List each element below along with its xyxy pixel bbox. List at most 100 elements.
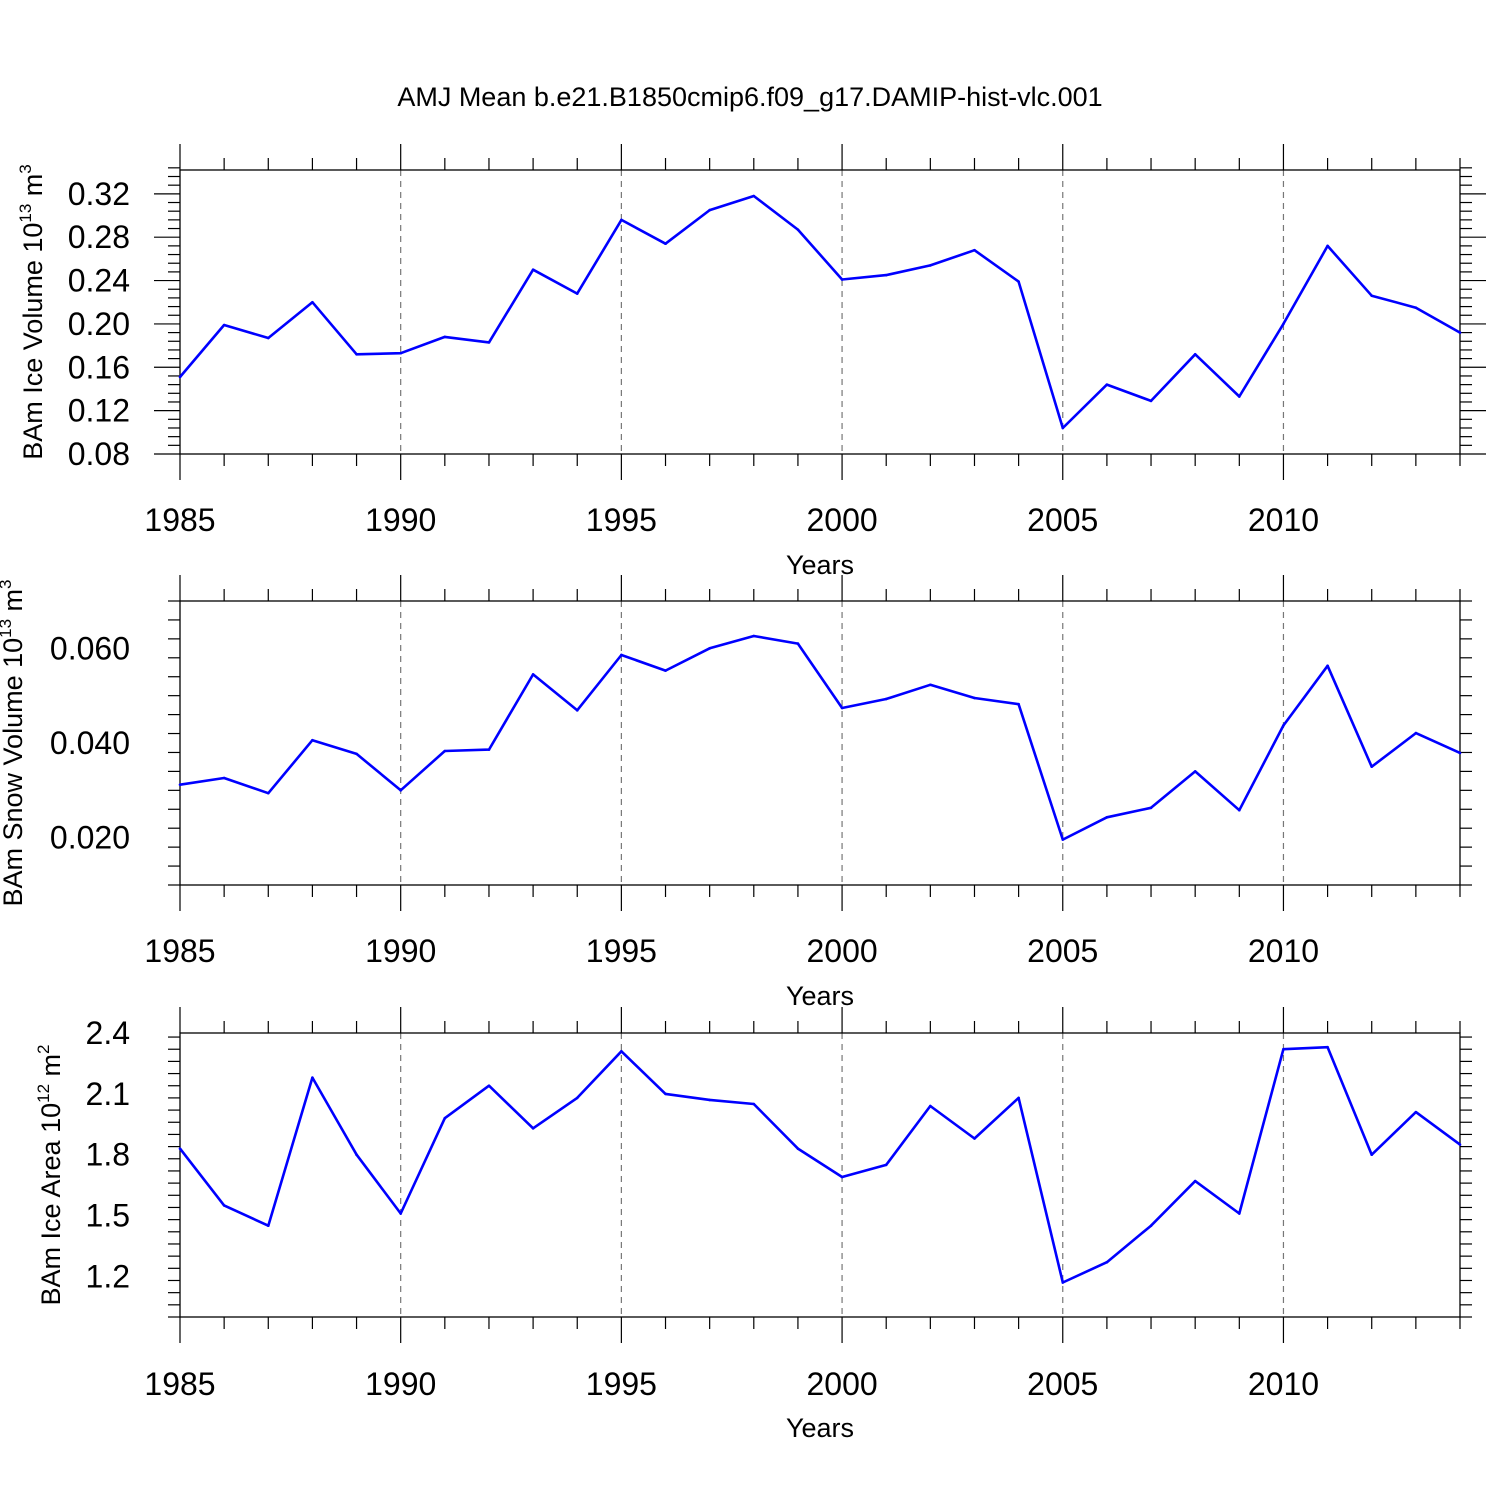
- data-point-1999: [796, 642, 800, 645]
- chart-panel-2: 0.020 0.040 0.060 1985 1990 1995 2000 2005 2010 Y…: [0, 575, 1472, 1011]
- data-point-2003: [973, 1137, 976, 1140]
- data-point-1989: [355, 1153, 358, 1157]
- x-axis-title: Years: [786, 1413, 854, 1443]
- chart-title: AMJ Mean b.e21.B1850cmip6.f09_g17.DAMIP-…: [397, 82, 1102, 112]
- data-point-1992: [487, 341, 491, 344]
- data-point-1991: [443, 1116, 447, 1120]
- data-point-2014: [1458, 331, 1462, 334]
- data-point-2006: [1105, 383, 1109, 386]
- data-point-1993: [531, 673, 535, 676]
- data-point-1986: [222, 776, 226, 780]
- data-point-2013: [1414, 306, 1418, 309]
- data-point-1990: [399, 789, 402, 792]
- data-point-1995: [620, 653, 623, 657]
- y-tick-label: 0.28: [68, 219, 130, 255]
- data-point-1994: [575, 709, 579, 712]
- data-point-1992: [487, 1084, 491, 1088]
- data-point-2006: [1105, 1260, 1109, 1264]
- data-point-2001: [884, 273, 888, 277]
- data-point-1998: [752, 634, 756, 638]
- data-point-1989: [355, 752, 358, 756]
- plot-frame: [179, 600, 1461, 886]
- y-tick-label: 2.4: [86, 1015, 130, 1051]
- data-point-1988: [311, 738, 314, 742]
- data-point-2010: [1282, 322, 1285, 326]
- data-point-2012: [1370, 1153, 1374, 1157]
- data-point-1996: [664, 1092, 667, 1096]
- plot-frame: [179, 169, 1461, 455]
- data-point-2002: [929, 264, 932, 267]
- data-point-2013: [1414, 731, 1418, 735]
- data-point-2011: [1326, 1045, 1329, 1049]
- y-tick-label: 0.020: [50, 820, 130, 856]
- data-point-1986: [222, 1204, 226, 1207]
- data-point-2014: [1458, 751, 1462, 755]
- data-point-2009: [1238, 1212, 1241, 1215]
- chart-panel-1: 0.08 0.12 0.16 0.20 0.24 0.28 0.32 1985 1990 1995…: [16, 144, 1486, 580]
- x-tick-label: 2000: [806, 1366, 877, 1402]
- data-point-2007: [1149, 399, 1153, 403]
- data-point-2001: [884, 697, 888, 701]
- data-point-1992: [487, 748, 491, 751]
- y-tick-label: 0.32: [68, 176, 130, 212]
- data-point-2010: [1282, 724, 1285, 727]
- data-point-1985: [178, 375, 182, 379]
- data-point-1997: [708, 1098, 711, 1102]
- x-tick-label: 2010: [1248, 1366, 1319, 1402]
- data-point-2002: [929, 683, 932, 687]
- data-point-2006: [1105, 816, 1109, 819]
- data-point-1996: [664, 669, 667, 672]
- y-tick-label: 1.5: [86, 1198, 130, 1234]
- data-point-2005: [1061, 838, 1065, 841]
- y-tick-label: 0.24: [68, 263, 130, 299]
- y-tick-label: 1.8: [86, 1137, 130, 1173]
- data-point-1989: [355, 352, 358, 356]
- data-point-1998: [752, 1102, 756, 1106]
- data-point-1997: [708, 208, 711, 212]
- data-point-1990: [399, 351, 402, 355]
- data-point-1994: [575, 1096, 579, 1100]
- data-point-2005: [1061, 1281, 1065, 1284]
- y-tick-label: 0.060: [50, 630, 130, 666]
- data-point-1990: [399, 1212, 402, 1215]
- data-point-2012: [1370, 294, 1374, 298]
- x-tick-label: 2010: [1248, 502, 1319, 538]
- x-tick-label: 1985: [144, 502, 215, 538]
- x-tick-label: 2005: [1027, 1366, 1098, 1402]
- data-point-2011: [1326, 664, 1329, 668]
- x-tick-label: 1990: [365, 1366, 436, 1402]
- plot-frame: [179, 1032, 1461, 1318]
- y-tick-label: 1.2: [86, 1258, 130, 1294]
- y-axis-title: BAm Ice Volume 1013 m3: [16, 164, 48, 460]
- data-point-1986: [222, 323, 226, 327]
- data-point-1994: [575, 292, 579, 295]
- data-point-2003: [973, 696, 976, 700]
- data-point-2002: [929, 1104, 932, 1108]
- y-tick-label: 0.20: [68, 306, 130, 342]
- data-point-1996: [664, 242, 667, 246]
- data-point-2000: [840, 1175, 844, 1179]
- y-tick-label: 2.1: [86, 1076, 130, 1112]
- data-point-1985: [178, 783, 182, 786]
- data-point-1999: [796, 1147, 800, 1150]
- data-point-2011: [1326, 244, 1329, 248]
- data-point-2008: [1193, 770, 1197, 773]
- data-point-2004: [1017, 280, 1020, 283]
- data-point-2007: [1149, 806, 1153, 810]
- data-point-2005: [1061, 426, 1065, 430]
- x-axis-title: Years: [786, 981, 854, 1011]
- data-point-2012: [1370, 765, 1374, 768]
- data-point-1985: [178, 1147, 182, 1150]
- data-point-2008: [1193, 1179, 1197, 1183]
- data-point-1987: [266, 791, 270, 795]
- x-tick-label: 1995: [586, 933, 657, 969]
- x-tick-label: 1985: [144, 1366, 215, 1402]
- data-point-1988: [311, 300, 314, 304]
- x-tick-label: 1985: [144, 933, 215, 969]
- data-point-1993: [531, 1127, 535, 1130]
- y-axis-title: BAm Snow Volume 1013 m3: [0, 579, 28, 906]
- y-tick-label: 0.16: [68, 349, 130, 385]
- y-tick-label: 0.12: [68, 393, 130, 429]
